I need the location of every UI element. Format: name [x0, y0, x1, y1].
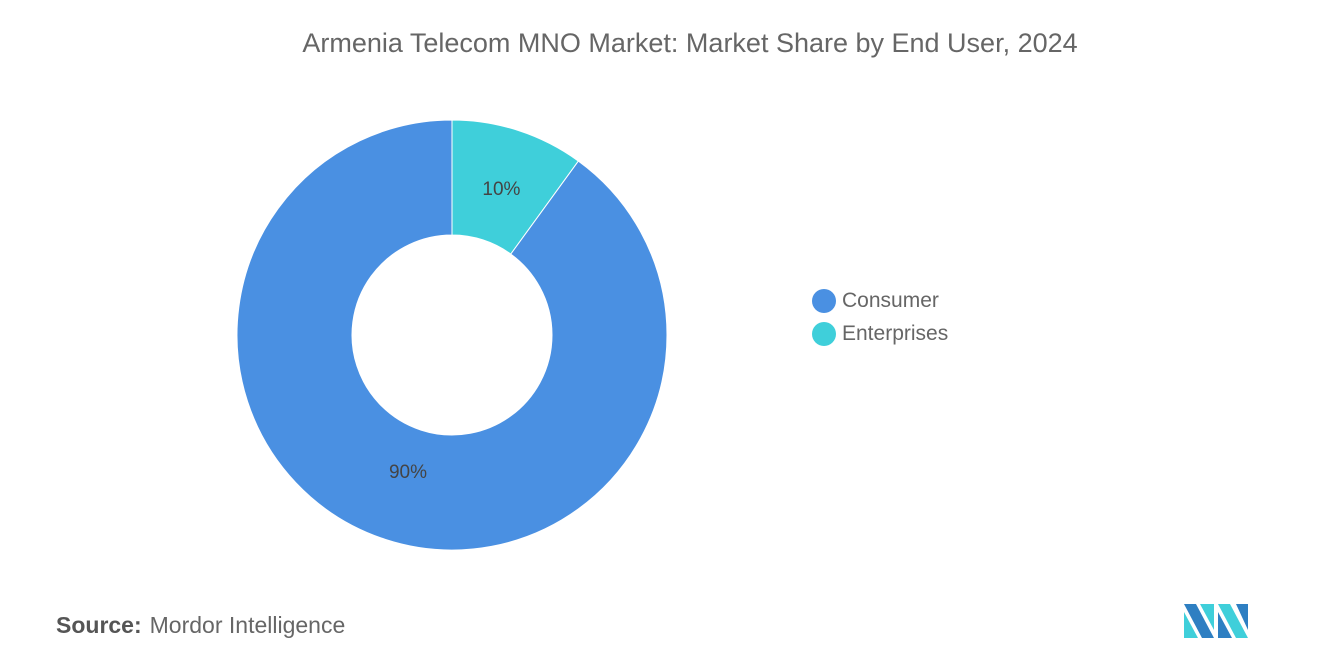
- data-label-consumer: 90%: [389, 462, 427, 483]
- legend-label: Consumer: [842, 288, 939, 312]
- legend: Consumer Enterprises: [812, 284, 948, 350]
- source-value: Mordor Intelligence: [149, 612, 346, 638]
- legend-label: Enterprises: [842, 321, 949, 345]
- legend-item-consumer[interactable]: Consumer: [812, 284, 948, 317]
- legend-swatch: [812, 288, 836, 313]
- legend-item-enterprises[interactable]: Enterprises: [812, 317, 948, 350]
- data-label-enterprises: 10%: [482, 179, 520, 200]
- source: Source: Mordor Intelligence: [56, 612, 345, 639]
- slice-consumer[interactable]: [236, 119, 668, 551]
- mordor-logo: [1184, 604, 1248, 638]
- chart-title: Armenia Telecom MNO Market: Market Share…: [302, 28, 1078, 58]
- legend-swatch: [812, 321, 836, 346]
- source-label: Source:: [56, 612, 142, 638]
